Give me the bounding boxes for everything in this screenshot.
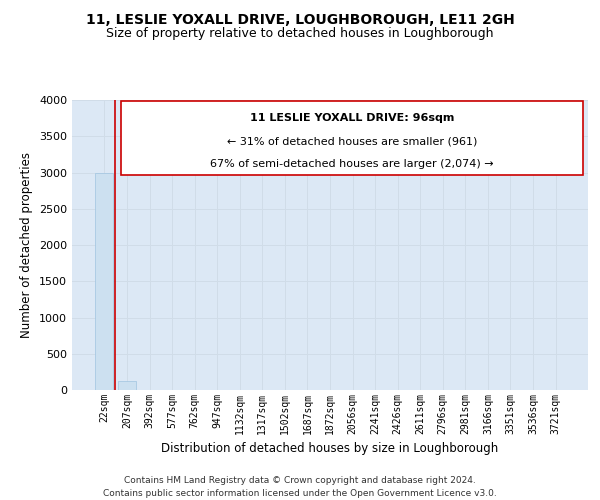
Bar — [118, 382, 136, 390]
Bar — [95, 172, 113, 390]
Text: 67% of semi-detached houses are larger (2,074) →: 67% of semi-detached houses are larger (… — [210, 160, 494, 170]
Text: Size of property relative to detached houses in Loughborough: Size of property relative to detached ho… — [106, 28, 494, 40]
Text: Contains HM Land Registry data © Crown copyright and database right 2024.
Contai: Contains HM Land Registry data © Crown c… — [103, 476, 497, 498]
Text: 11, LESLIE YOXALL DRIVE, LOUGHBOROUGH, LE11 2GH: 11, LESLIE YOXALL DRIVE, LOUGHBOROUGH, L… — [86, 12, 514, 26]
X-axis label: Distribution of detached houses by size in Loughborough: Distribution of detached houses by size … — [161, 442, 499, 455]
Text: ← 31% of detached houses are smaller (961): ← 31% of detached houses are smaller (96… — [227, 136, 477, 146]
Y-axis label: Number of detached properties: Number of detached properties — [20, 152, 34, 338]
FancyBboxPatch shape — [121, 102, 583, 176]
Text: 11 LESLIE YOXALL DRIVE: 96sqm: 11 LESLIE YOXALL DRIVE: 96sqm — [250, 113, 454, 123]
